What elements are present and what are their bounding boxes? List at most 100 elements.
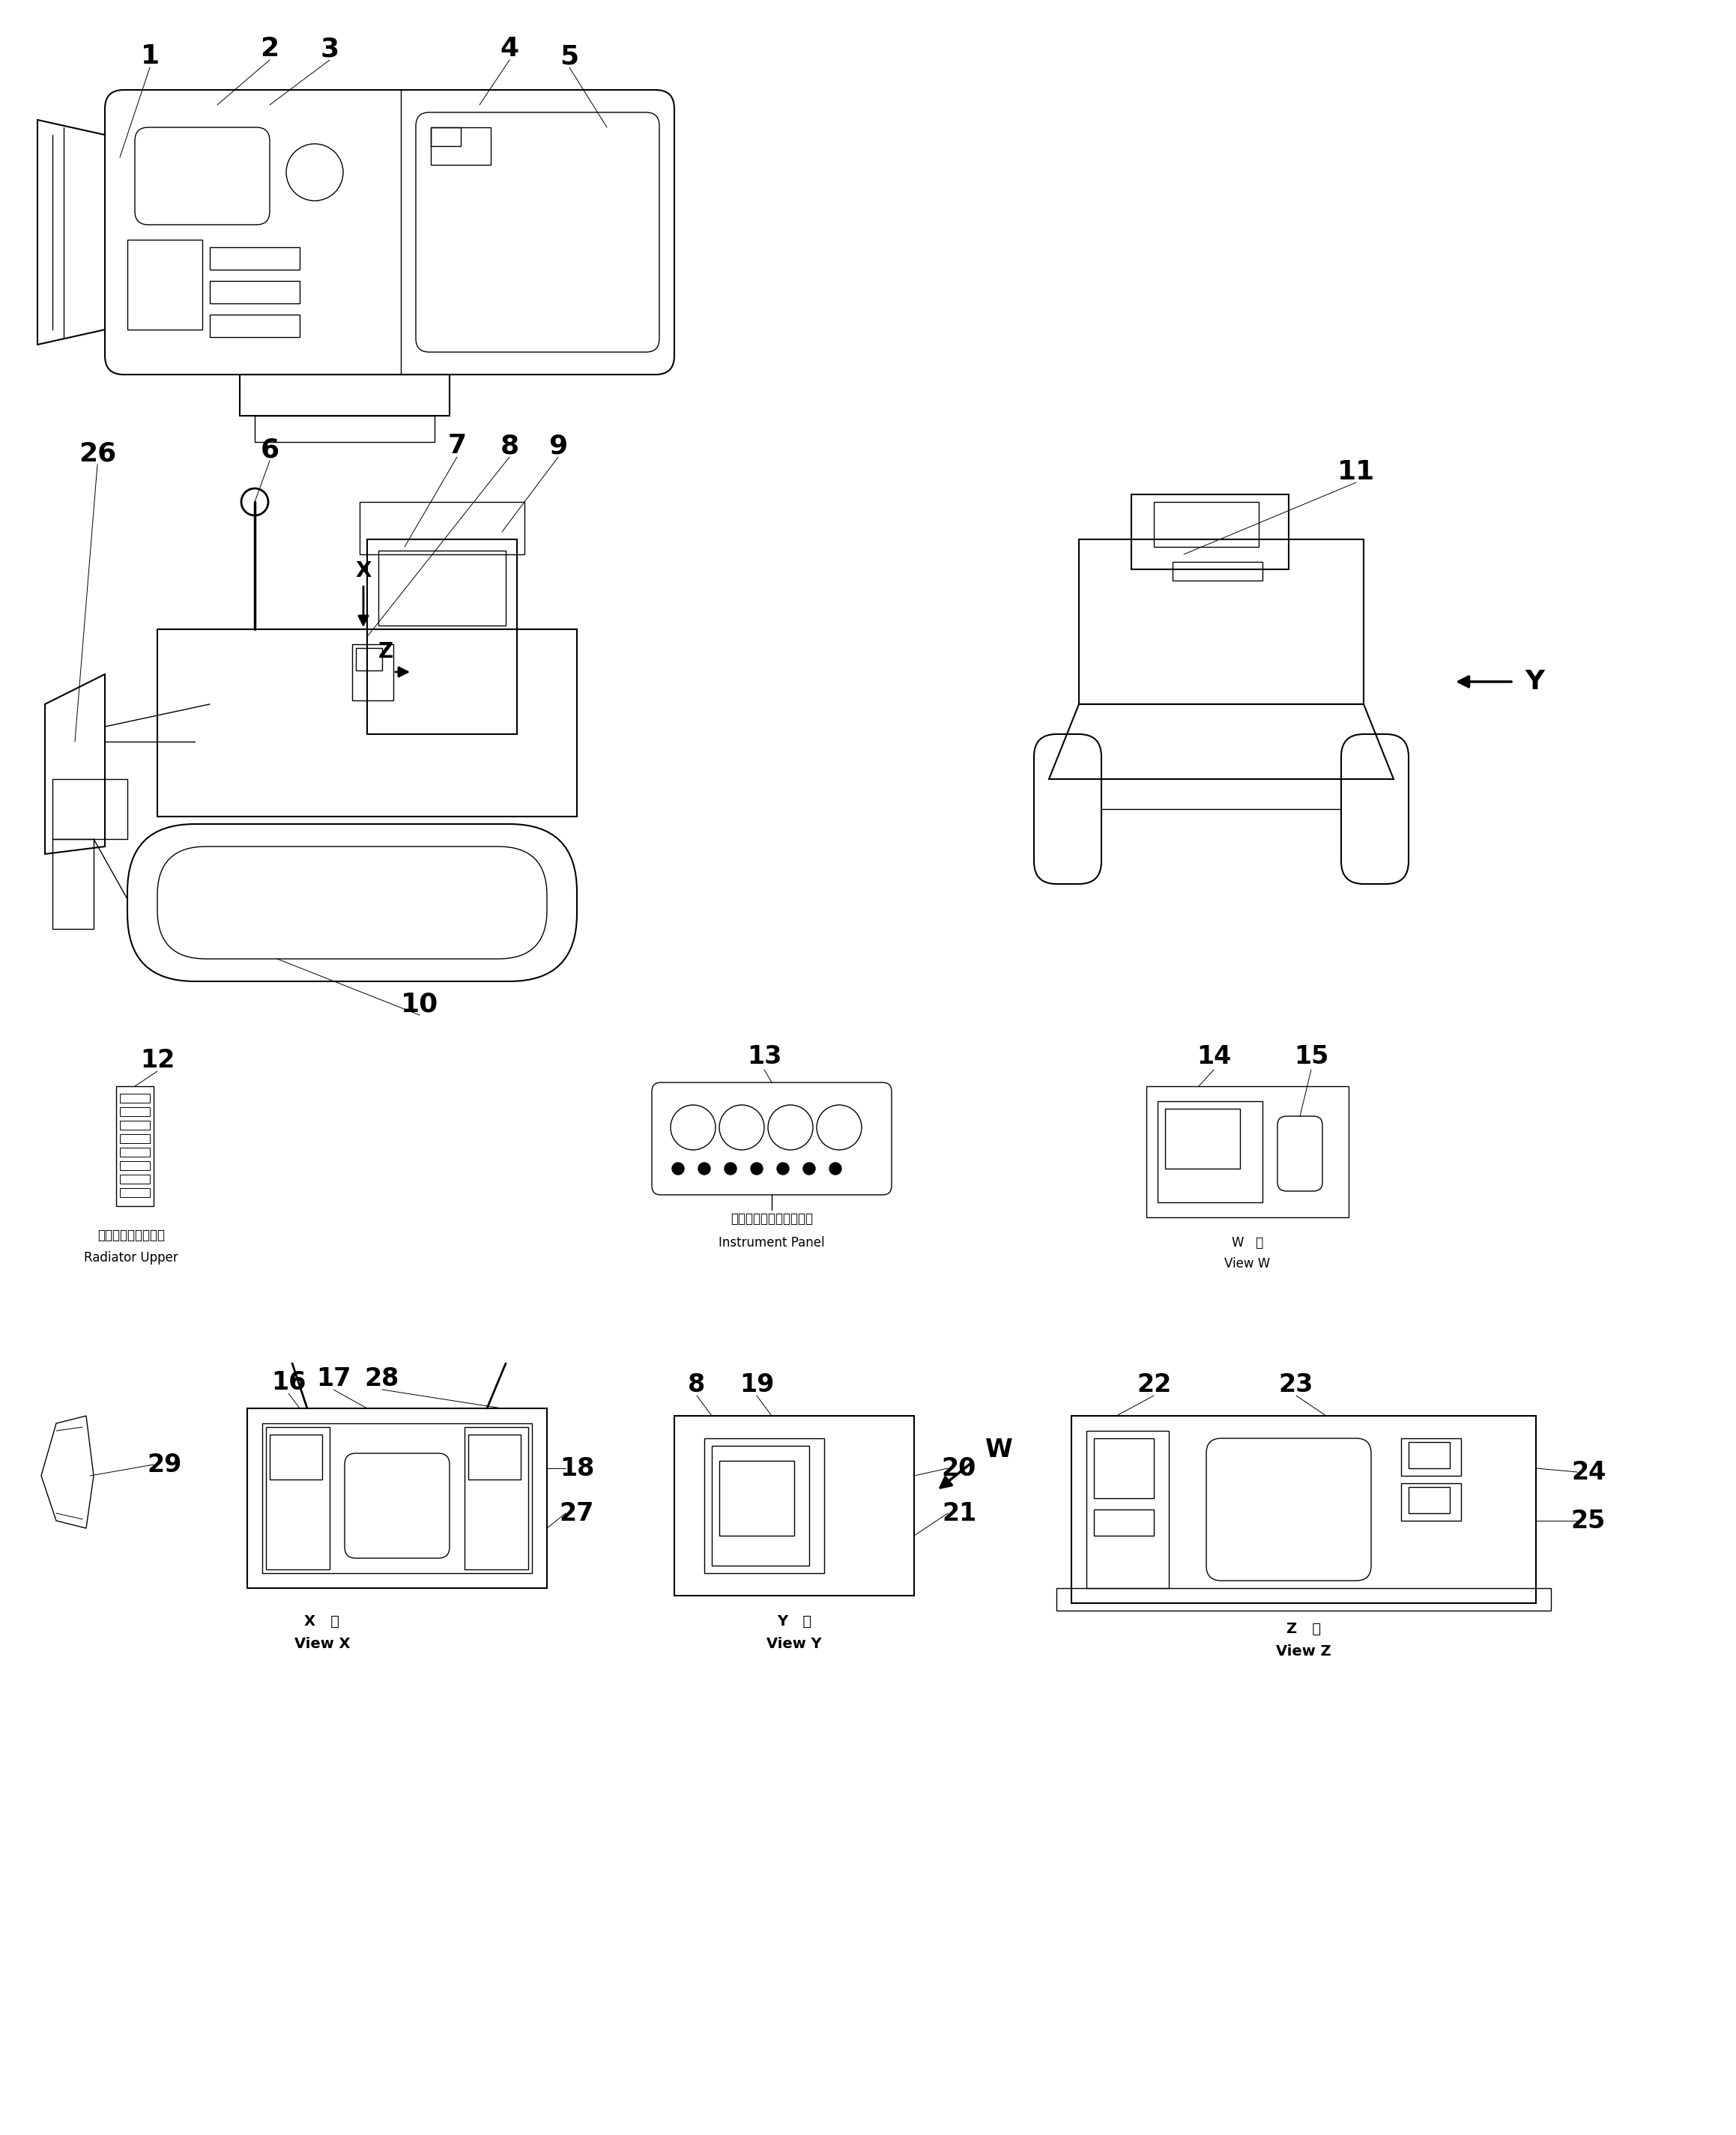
Bar (266, 1426, 330, 1569)
Bar (52, 839, 94, 929)
Bar (431, 128, 460, 145)
Bar (120, 1093, 149, 1102)
Bar (120, 1187, 149, 1198)
Bar (52, 779, 127, 839)
Text: Y   視: Y 視 (778, 1614, 811, 1629)
Text: 1: 1 (141, 43, 160, 68)
Text: ラジエータアッパー: ラジエータアッパー (97, 1228, 165, 1243)
Circle shape (804, 1164, 816, 1174)
Text: 10: 10 (401, 991, 439, 1016)
Bar (120, 1108, 149, 1117)
Circle shape (698, 1164, 710, 1174)
Bar (465, 1426, 528, 1569)
Text: 20: 20 (941, 1456, 976, 1482)
Text: 24: 24 (1571, 1460, 1606, 1484)
Bar (719, 1460, 793, 1535)
Bar (116, 1087, 153, 1206)
Bar (1172, 562, 1262, 581)
Text: 29: 29 (148, 1452, 182, 1477)
Text: 28: 28 (365, 1366, 399, 1390)
Bar (1094, 1439, 1154, 1499)
Text: 15: 15 (1293, 1044, 1328, 1070)
Bar (127, 239, 203, 329)
Bar (210, 282, 300, 303)
Bar (1401, 1439, 1462, 1475)
Bar (366, 540, 517, 734)
Bar (247, 1409, 547, 1588)
Text: Z   視: Z 視 (1286, 1623, 1321, 1635)
Bar (1408, 1441, 1450, 1469)
Bar (255, 416, 434, 442)
Text: X: X (356, 559, 372, 581)
Bar (240, 374, 450, 416)
Text: インスツルメントパネル: インスツルメントパネル (731, 1213, 812, 1225)
Bar (674, 1416, 915, 1595)
Text: 4: 4 (500, 36, 519, 62)
Bar (469, 1435, 521, 1480)
Bar (1408, 1486, 1450, 1514)
Text: Radiator Upper: Radiator Upper (83, 1251, 179, 1264)
Text: 25: 25 (1571, 1507, 1606, 1533)
Bar (1401, 1484, 1462, 1520)
Bar (705, 1439, 825, 1573)
Bar (1154, 502, 1259, 547)
Text: W   視: W 視 (1231, 1236, 1264, 1249)
Bar (1057, 1588, 1550, 1610)
Bar (1071, 1416, 1536, 1603)
Text: 21: 21 (941, 1501, 976, 1527)
Bar (1165, 1108, 1240, 1168)
Text: 12: 12 (141, 1048, 175, 1072)
Text: 16: 16 (271, 1371, 306, 1394)
Text: 7: 7 (448, 433, 467, 459)
Text: 18: 18 (559, 1456, 594, 1482)
Bar (262, 1424, 531, 1573)
Text: 8: 8 (500, 433, 519, 459)
Bar (1158, 1102, 1262, 1202)
Circle shape (672, 1164, 684, 1174)
Text: 17: 17 (316, 1366, 351, 1390)
Bar (158, 630, 576, 816)
Text: Y: Y (1524, 668, 1545, 694)
Text: View W: View W (1224, 1258, 1271, 1270)
Circle shape (724, 1164, 736, 1174)
Bar (210, 248, 300, 269)
Bar (120, 1161, 149, 1170)
Bar (359, 502, 524, 555)
Text: View X: View X (295, 1638, 351, 1650)
Bar (1078, 540, 1363, 705)
Text: 2: 2 (260, 36, 279, 62)
Text: 13: 13 (746, 1044, 781, 1070)
Text: 11: 11 (1337, 459, 1375, 485)
Text: W: W (986, 1437, 1012, 1462)
Text: 6: 6 (260, 438, 279, 461)
Text: View Y: View Y (767, 1638, 821, 1650)
Circle shape (750, 1164, 762, 1174)
Bar (120, 1134, 149, 1142)
Bar (1132, 495, 1288, 570)
Text: Z: Z (378, 640, 394, 662)
Text: 22: 22 (1137, 1373, 1172, 1396)
Bar (712, 1445, 809, 1565)
Bar (431, 128, 491, 164)
Text: X   視: X 視 (304, 1614, 340, 1629)
Text: 3: 3 (319, 36, 339, 62)
Text: 8: 8 (687, 1373, 705, 1396)
Text: 5: 5 (561, 43, 578, 68)
Bar (269, 1435, 323, 1480)
Bar (356, 649, 382, 670)
Text: 19: 19 (740, 1373, 774, 1396)
Bar (352, 645, 394, 700)
Text: 9: 9 (549, 433, 568, 459)
Bar (1094, 1509, 1154, 1535)
Circle shape (778, 1164, 788, 1174)
Text: 26: 26 (78, 440, 116, 465)
Bar (1146, 1087, 1349, 1217)
Bar (120, 1121, 149, 1129)
Bar (120, 1149, 149, 1157)
Bar (120, 1174, 149, 1183)
Circle shape (830, 1164, 842, 1174)
Text: Instrument Panel: Instrument Panel (719, 1236, 825, 1249)
Bar (210, 314, 300, 337)
Text: View Z: View Z (1276, 1644, 1332, 1659)
Text: 27: 27 (559, 1501, 594, 1527)
